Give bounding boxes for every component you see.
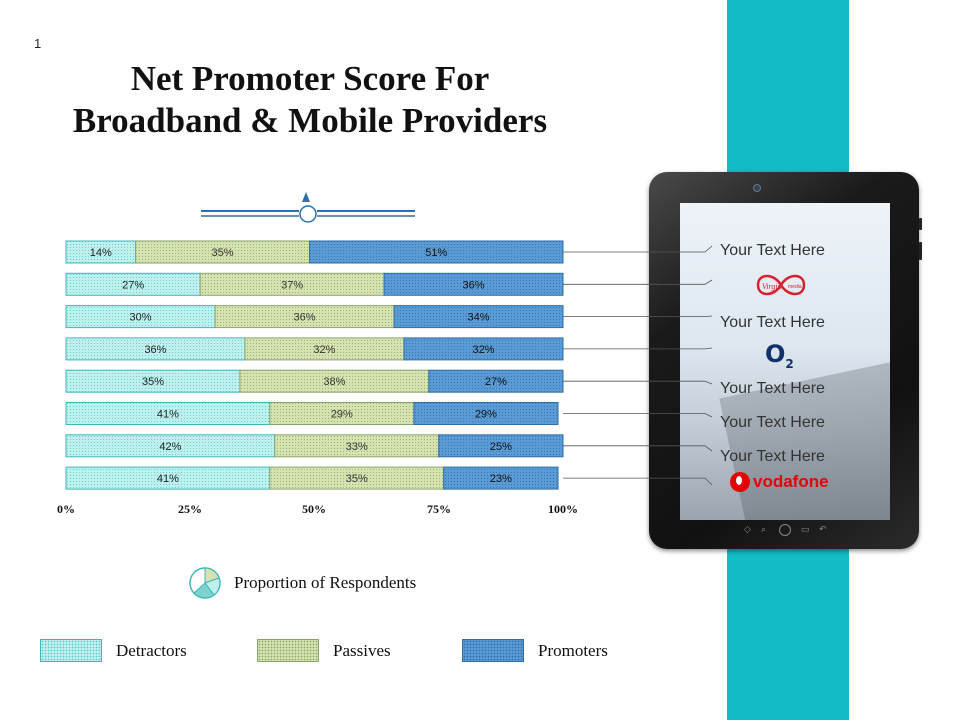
data-label: 41% <box>157 409 179 421</box>
data-label: 23% <box>490 473 512 485</box>
data-label: 35% <box>142 376 164 388</box>
connector-line <box>563 445 713 452</box>
legend-swatch <box>257 639 319 662</box>
connector-line <box>563 347 713 350</box>
legend-item-passives: Passives <box>257 639 391 662</box>
power-button <box>919 218 922 230</box>
svg-text:media: media <box>788 284 802 290</box>
ornament-arrow <box>302 192 310 202</box>
x-tick-label: 25% <box>178 502 202 516</box>
chart-subtitle-text: Proportion of Respondents <box>234 573 417 592</box>
tablet-text: Your Text Here <box>720 242 825 259</box>
data-label: 51% <box>425 247 447 259</box>
connector-line <box>563 413 713 418</box>
tablet-text: Your Text Here <box>720 380 825 397</box>
x-tick-label: 75% <box>427 502 451 516</box>
data-label: 25% <box>490 441 512 453</box>
data-label: 32% <box>313 344 335 356</box>
data-label: 37% <box>281 279 303 291</box>
virgin-media-logo: Virgin media <box>750 268 812 307</box>
tablet-text: Your Text Here <box>720 314 825 331</box>
tablet-device: ◇ ⌕ ▭ ↶ <box>649 172 922 549</box>
tablet-screen <box>680 203 890 520</box>
data-label: 30% <box>130 312 152 324</box>
data-label: 27% <box>485 376 507 388</box>
camera-icon <box>753 184 761 192</box>
vodafone-logo: vodafone <box>730 472 829 492</box>
legend-label: Passives <box>333 640 391 660</box>
x-tick-label: 100% <box>548 502 578 516</box>
vodafone-mark-icon <box>730 472 750 492</box>
pie-chart-icon <box>189 567 221 599</box>
svg-text:Virgin: Virgin <box>762 282 782 291</box>
data-label: 36% <box>144 344 166 356</box>
data-label: 42% <box>159 441 181 453</box>
bar-promoters <box>443 466 559 490</box>
tablet-text: Your Text Here <box>720 414 825 431</box>
slide-number: 1 <box>34 36 42 51</box>
virgin-media-logo-icon: Virgin media <box>756 274 806 296</box>
data-label: 38% <box>323 376 345 388</box>
data-label: 36% <box>463 279 485 291</box>
data-label: 33% <box>346 441 368 453</box>
legend-label: Promoters <box>538 640 608 660</box>
data-label: 36% <box>294 312 316 324</box>
title-ornament <box>201 192 415 223</box>
volume-button <box>919 242 922 260</box>
search-icon: ⌕ <box>761 524 767 534</box>
legend-item-promoters: Promoters <box>462 639 608 662</box>
x-tick-label: 0% <box>57 502 75 516</box>
connector-lines <box>563 245 713 486</box>
data-label: 29% <box>331 409 353 421</box>
home-button-icon <box>779 524 791 536</box>
data-label: 14% <box>90 247 112 259</box>
return-icon: ↶ <box>819 524 827 534</box>
ornament-circle <box>299 205 317 223</box>
vodafone-logo-text: vodafone <box>753 472 829 491</box>
chart-subtitle: Proportion of Respondents <box>188 566 416 600</box>
data-label: 35% <box>212 247 234 259</box>
o2-logo-sub: 2 <box>785 356 794 371</box>
connector-line <box>563 380 713 385</box>
legend-swatch <box>40 639 102 662</box>
o2-logo-text: O <box>765 340 786 368</box>
bar-promoters <box>413 402 559 425</box>
bars-group: 14% 35% 51% 27% 37% 36% 30% 36% 34% 36% 32% 32% 35% 3… <box>65 240 564 490</box>
connector-line <box>563 477 713 486</box>
data-label: 41% <box>157 473 179 485</box>
legend-label: Detractors <box>116 640 187 660</box>
x-tick-label: 50% <box>302 502 326 516</box>
recent-apps-icon: ▭ <box>801 524 810 534</box>
legend-item-detractors: Detractors <box>40 639 187 662</box>
tablet-text: Your Text Here <box>720 448 825 465</box>
data-label: 29% <box>475 409 497 421</box>
legend-swatch <box>462 639 524 662</box>
data-label: 34% <box>467 312 489 324</box>
data-label: 35% <box>346 473 368 485</box>
connector-line <box>563 279 713 285</box>
page-title: Net Promoter Score For Broadband & Mobil… <box>72 59 548 140</box>
o2-logo: O2 <box>765 340 794 371</box>
data-label: 32% <box>472 344 494 356</box>
connector-line <box>563 315 713 318</box>
back-icon: ◇ <box>744 524 751 534</box>
connector-line <box>563 245 713 253</box>
data-label: 27% <box>122 279 144 291</box>
